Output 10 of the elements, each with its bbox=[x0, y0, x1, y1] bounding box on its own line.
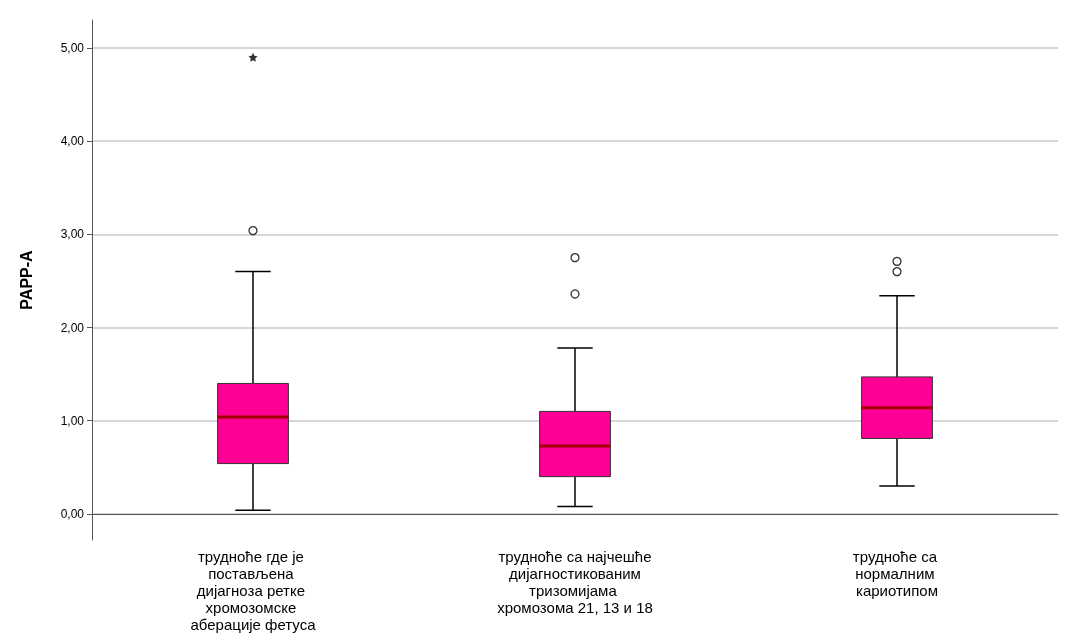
y-tick-label: 5,00 bbox=[60, 40, 85, 55]
y-tick-label: 4,00 bbox=[60, 134, 85, 149]
x-tick-label: трудноће са нормалним кариотипом bbox=[852, 548, 942, 599]
y-tick-label: 3,00 bbox=[60, 227, 85, 242]
x-tick-label: трудноће са најчешће дијагностикованим тризомијама хромозома 21, 13 и 18 bbox=[497, 548, 653, 616]
y-tick-label: 2,00 bbox=[60, 320, 85, 335]
x-tick-label: трудноће где је постављена дијагноза ретке хромозомске аберације фетуса bbox=[190, 548, 317, 633]
y-axis-title: PAPP-A bbox=[17, 249, 35, 310]
y-tick-label: 0,00 bbox=[60, 506, 85, 521]
y-tick-label: 1,00 bbox=[60, 413, 85, 428]
